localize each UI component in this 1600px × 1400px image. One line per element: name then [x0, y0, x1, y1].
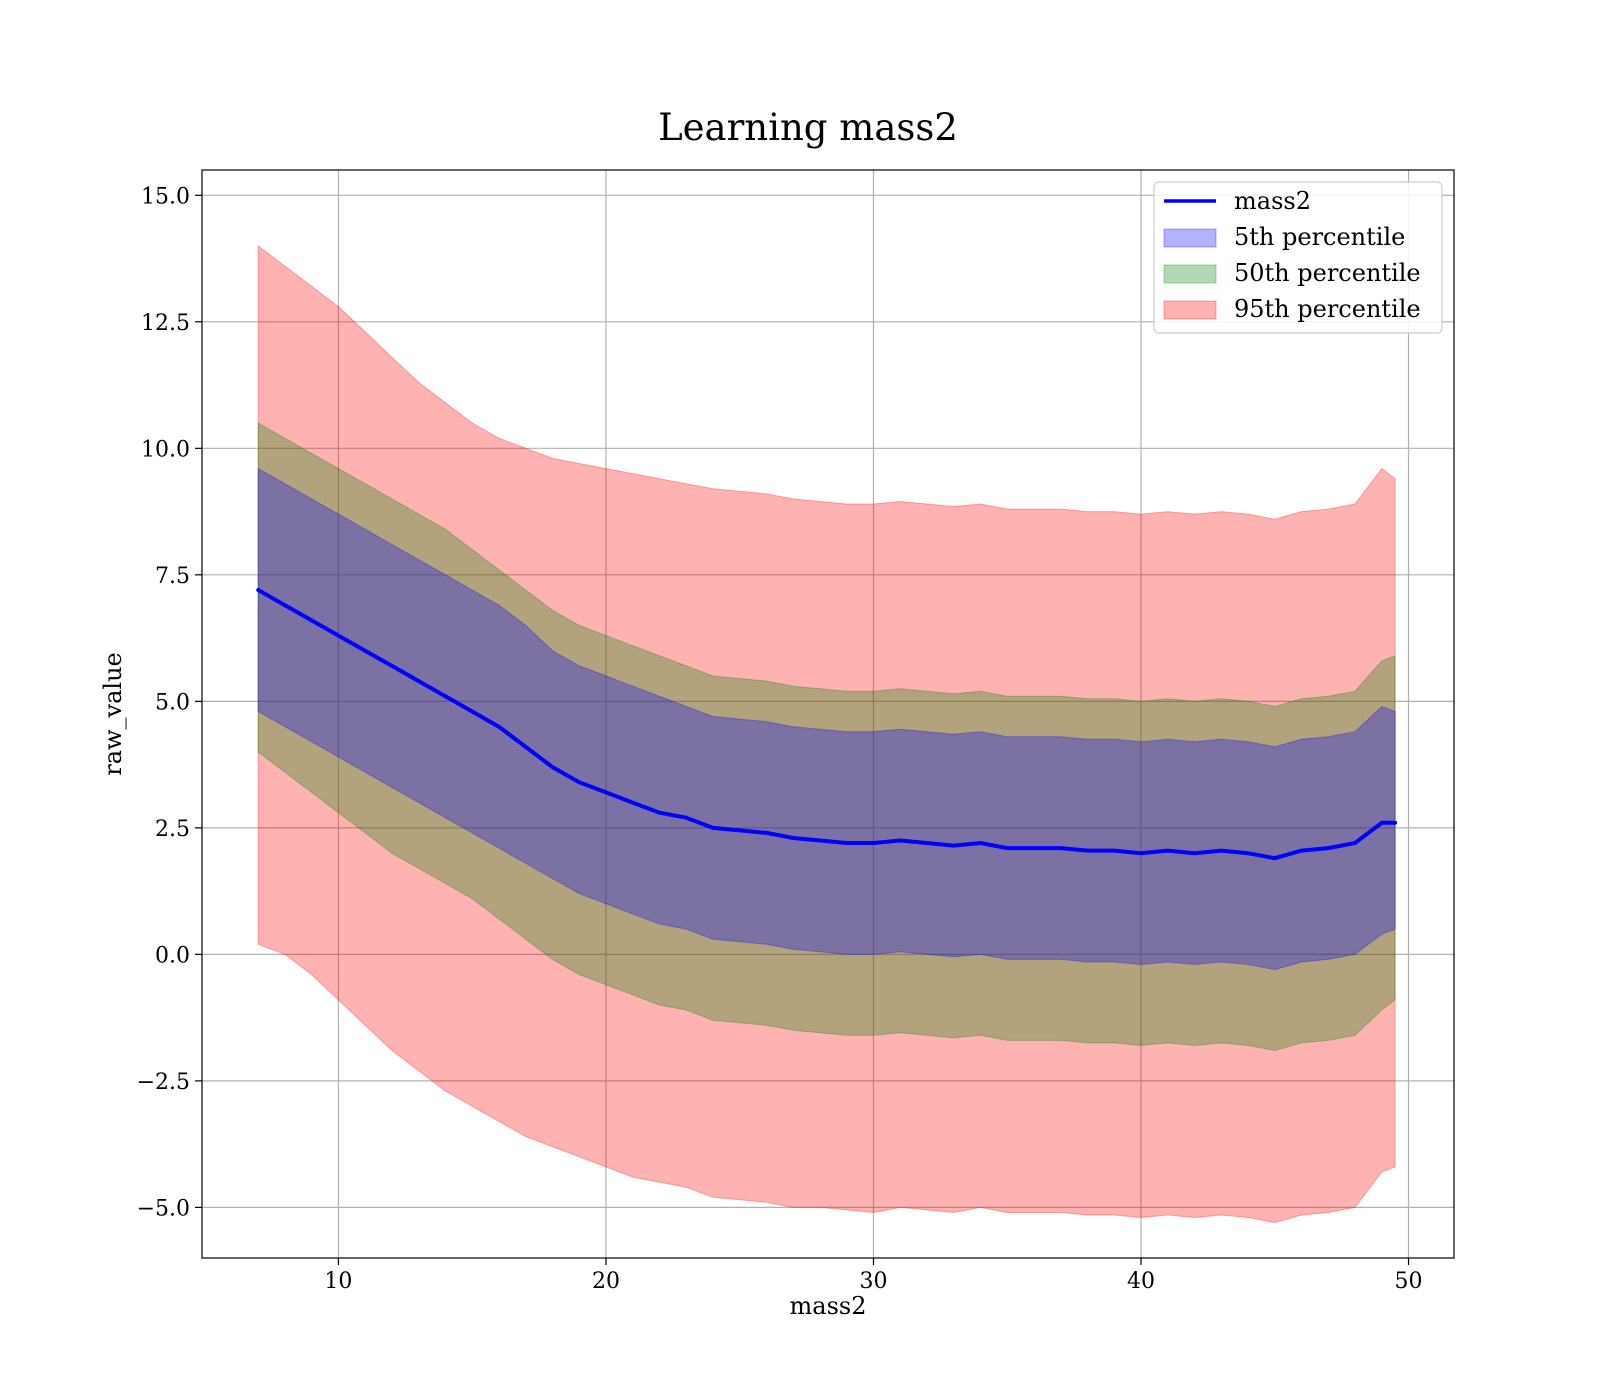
y-tick-label-2: 10.0: [141, 437, 190, 462]
x-tick-label-0: 10: [324, 1269, 352, 1294]
legend-label-50th-percentile: 50th percentile: [1234, 259, 1421, 287]
y-tick-label-5: 2.5: [155, 817, 190, 842]
y-tick-label-8: −5.0: [137, 1196, 190, 1221]
plot-frame: [201, 169, 1455, 1259]
grid-lines: [202, 170, 1454, 1258]
legend-label-95th-percentile: 95th percentile: [1234, 295, 1421, 323]
x-tick-label-3: 40: [1127, 1269, 1155, 1294]
x-tick-label-4: 50: [1395, 1269, 1423, 1294]
y-tick-label-6: 0.0: [155, 943, 190, 968]
x-tick-label-1: 20: [592, 1269, 620, 1294]
y-tick-label-3: 7.5: [155, 564, 190, 589]
legend-box: [1153, 181, 1443, 334]
legend: mass2 5th percentile 50th percentile 95t…: [1153, 181, 1443, 334]
legend-label-5th-percentile: 5th percentile: [1234, 223, 1405, 251]
band-5th-percentile: [257, 467, 1396, 971]
y-axis-label: raw_value: [99, 652, 127, 776]
x-axis-label: mass2: [790, 1292, 867, 1320]
chart-title: Learning mass2: [658, 106, 958, 149]
y-tick-label-4: 5.0: [155, 690, 190, 715]
band-95th-percentile: [257, 244, 1396, 1224]
y-tick-label-0: 15.0: [141, 184, 190, 209]
percentile-bands: [257, 244, 1396, 1224]
y-tick-label-7: −2.5: [137, 1070, 190, 1095]
legend-swatch-95th-percentile: [1163, 300, 1217, 320]
legend-label-mass2: mass2: [1234, 187, 1311, 215]
series-lines: [256, 588, 1398, 861]
x-tick-label-2: 30: [859, 1269, 887, 1294]
legend-swatch-50th-percentile: [1163, 264, 1217, 284]
y-tick-label-1: 12.5: [141, 311, 190, 336]
y-axis-ticks: 15.0 12.5 10.0 7.5 5.0 2.5 0.0 −2.5 −5.0: [137, 184, 202, 1221]
x-axis-ticks: 10 20 30 40 50: [324, 1258, 1423, 1294]
legend-swatch-5th-percentile: [1163, 228, 1217, 248]
band-50th-percentile: [257, 422, 1396, 1052]
line-mass2: [256, 588, 1398, 861]
